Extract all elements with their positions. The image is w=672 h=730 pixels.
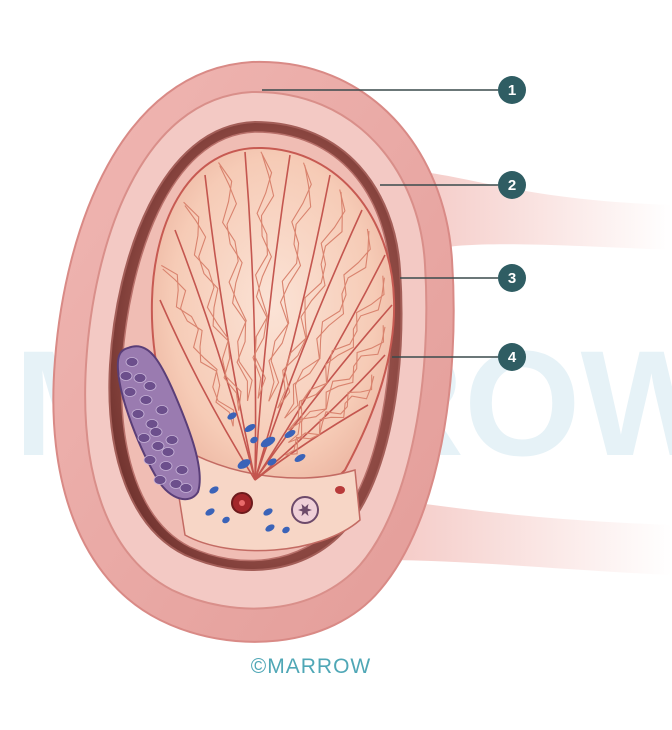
seminiferous-tubule bbox=[284, 230, 370, 419]
epididymis-tubule-section bbox=[169, 479, 183, 489]
epididymis-tubule-section bbox=[151, 441, 165, 451]
mediastinum-testis bbox=[168, 438, 361, 552]
vein-section bbox=[205, 508, 215, 516]
epididymis-tubule-section bbox=[159, 461, 173, 471]
seminiferous-tubule bbox=[288, 326, 386, 443]
seminiferous-tubule bbox=[218, 162, 253, 401]
seminiferous-tubule bbox=[254, 151, 273, 399]
seminiferous-tubule bbox=[219, 165, 249, 401]
copyright-text: ©MARROW bbox=[251, 655, 371, 678]
vein-section bbox=[267, 458, 277, 466]
callout-4: 4 bbox=[392, 343, 526, 371]
epididymis-tubule-section bbox=[179, 483, 193, 493]
callout-3: 3 bbox=[400, 264, 526, 292]
callout-circle-1 bbox=[498, 76, 526, 104]
epididymis-tubule-section bbox=[125, 357, 139, 367]
lobule-septum bbox=[254, 254, 386, 481]
lobule-septum bbox=[159, 299, 256, 481]
seminiferous-tubule bbox=[268, 162, 312, 402]
vein-section bbox=[209, 486, 219, 494]
callout-number-2: 2 bbox=[508, 177, 516, 194]
epididymis-tubule-section bbox=[175, 465, 189, 475]
epididymis-tubule-section bbox=[143, 381, 157, 391]
epididymis bbox=[116, 345, 201, 501]
lobule-septum bbox=[254, 404, 369, 481]
epididymis-tubule-section bbox=[123, 387, 137, 397]
vein-section bbox=[294, 454, 306, 462]
small-vessel bbox=[335, 486, 345, 494]
callout-2: 2 bbox=[380, 171, 526, 199]
callout-circle-4 bbox=[498, 343, 526, 371]
epididymis-tubule-section bbox=[143, 455, 157, 465]
vein-section bbox=[265, 524, 275, 532]
epididymis-tubule-section bbox=[137, 433, 151, 443]
epididymis-tubule-section bbox=[153, 475, 167, 485]
seminiferous-tubule bbox=[161, 264, 235, 427]
epididymis-tubule-section bbox=[149, 427, 163, 437]
seminiferous-tubule bbox=[285, 374, 373, 456]
vein-section bbox=[282, 526, 290, 534]
vein-section bbox=[237, 459, 251, 469]
artery-lumen bbox=[239, 500, 245, 506]
epididymis-tubule-section bbox=[161, 447, 175, 457]
epididymis-tubule-section bbox=[133, 373, 147, 383]
spermatic-cord-upper bbox=[405, 170, 672, 250]
seminiferous-tubules bbox=[161, 151, 386, 456]
lobule-septum bbox=[204, 174, 256, 481]
vein-section bbox=[227, 412, 237, 420]
epididymis-tubule-section bbox=[155, 405, 169, 415]
pampiniform-veins bbox=[205, 412, 306, 534]
lobule-septum bbox=[254, 304, 393, 481]
lobule-septum bbox=[254, 154, 291, 481]
epididymis-tubule-section bbox=[131, 409, 145, 419]
seminiferous-tubule bbox=[162, 268, 234, 427]
seminiferous-tubule bbox=[288, 325, 385, 444]
seminiferous-tubule bbox=[285, 376, 375, 456]
vein-section bbox=[260, 436, 276, 448]
callout-number-3: 3 bbox=[508, 270, 516, 287]
callout-number-1: 1 bbox=[508, 82, 516, 99]
seminiferous-tubule bbox=[277, 189, 346, 409]
spermatic-cord-lower bbox=[380, 500, 672, 575]
vein-section bbox=[284, 430, 296, 438]
callout-1: 1 bbox=[262, 76, 526, 104]
vein-section bbox=[250, 436, 258, 444]
seminiferous-tubule bbox=[252, 154, 275, 399]
seminiferous-tubule bbox=[284, 228, 371, 419]
callout-number-4: 4 bbox=[508, 349, 517, 366]
vein-section bbox=[263, 508, 273, 516]
epididymis-tubule-section bbox=[119, 371, 133, 381]
seminiferous-tubule bbox=[288, 275, 385, 431]
seminiferous-tubule bbox=[287, 277, 385, 431]
callout-circle-3 bbox=[498, 264, 526, 292]
epididymis-tubules bbox=[119, 357, 193, 493]
vein-section bbox=[222, 516, 230, 524]
epididymis-tubule-section bbox=[165, 435, 179, 445]
seminiferous-tubule bbox=[268, 165, 312, 402]
seminiferous-tubule bbox=[183, 201, 242, 411]
vein-section bbox=[244, 424, 256, 432]
seminiferous-tubule bbox=[277, 191, 343, 409]
callout-circle-2 bbox=[498, 171, 526, 199]
seminiferous-tubule bbox=[184, 205, 240, 411]
ductus-lumen bbox=[298, 503, 312, 517]
lobule-septum bbox=[174, 229, 256, 481]
epididymis-tubule-section bbox=[139, 395, 153, 405]
